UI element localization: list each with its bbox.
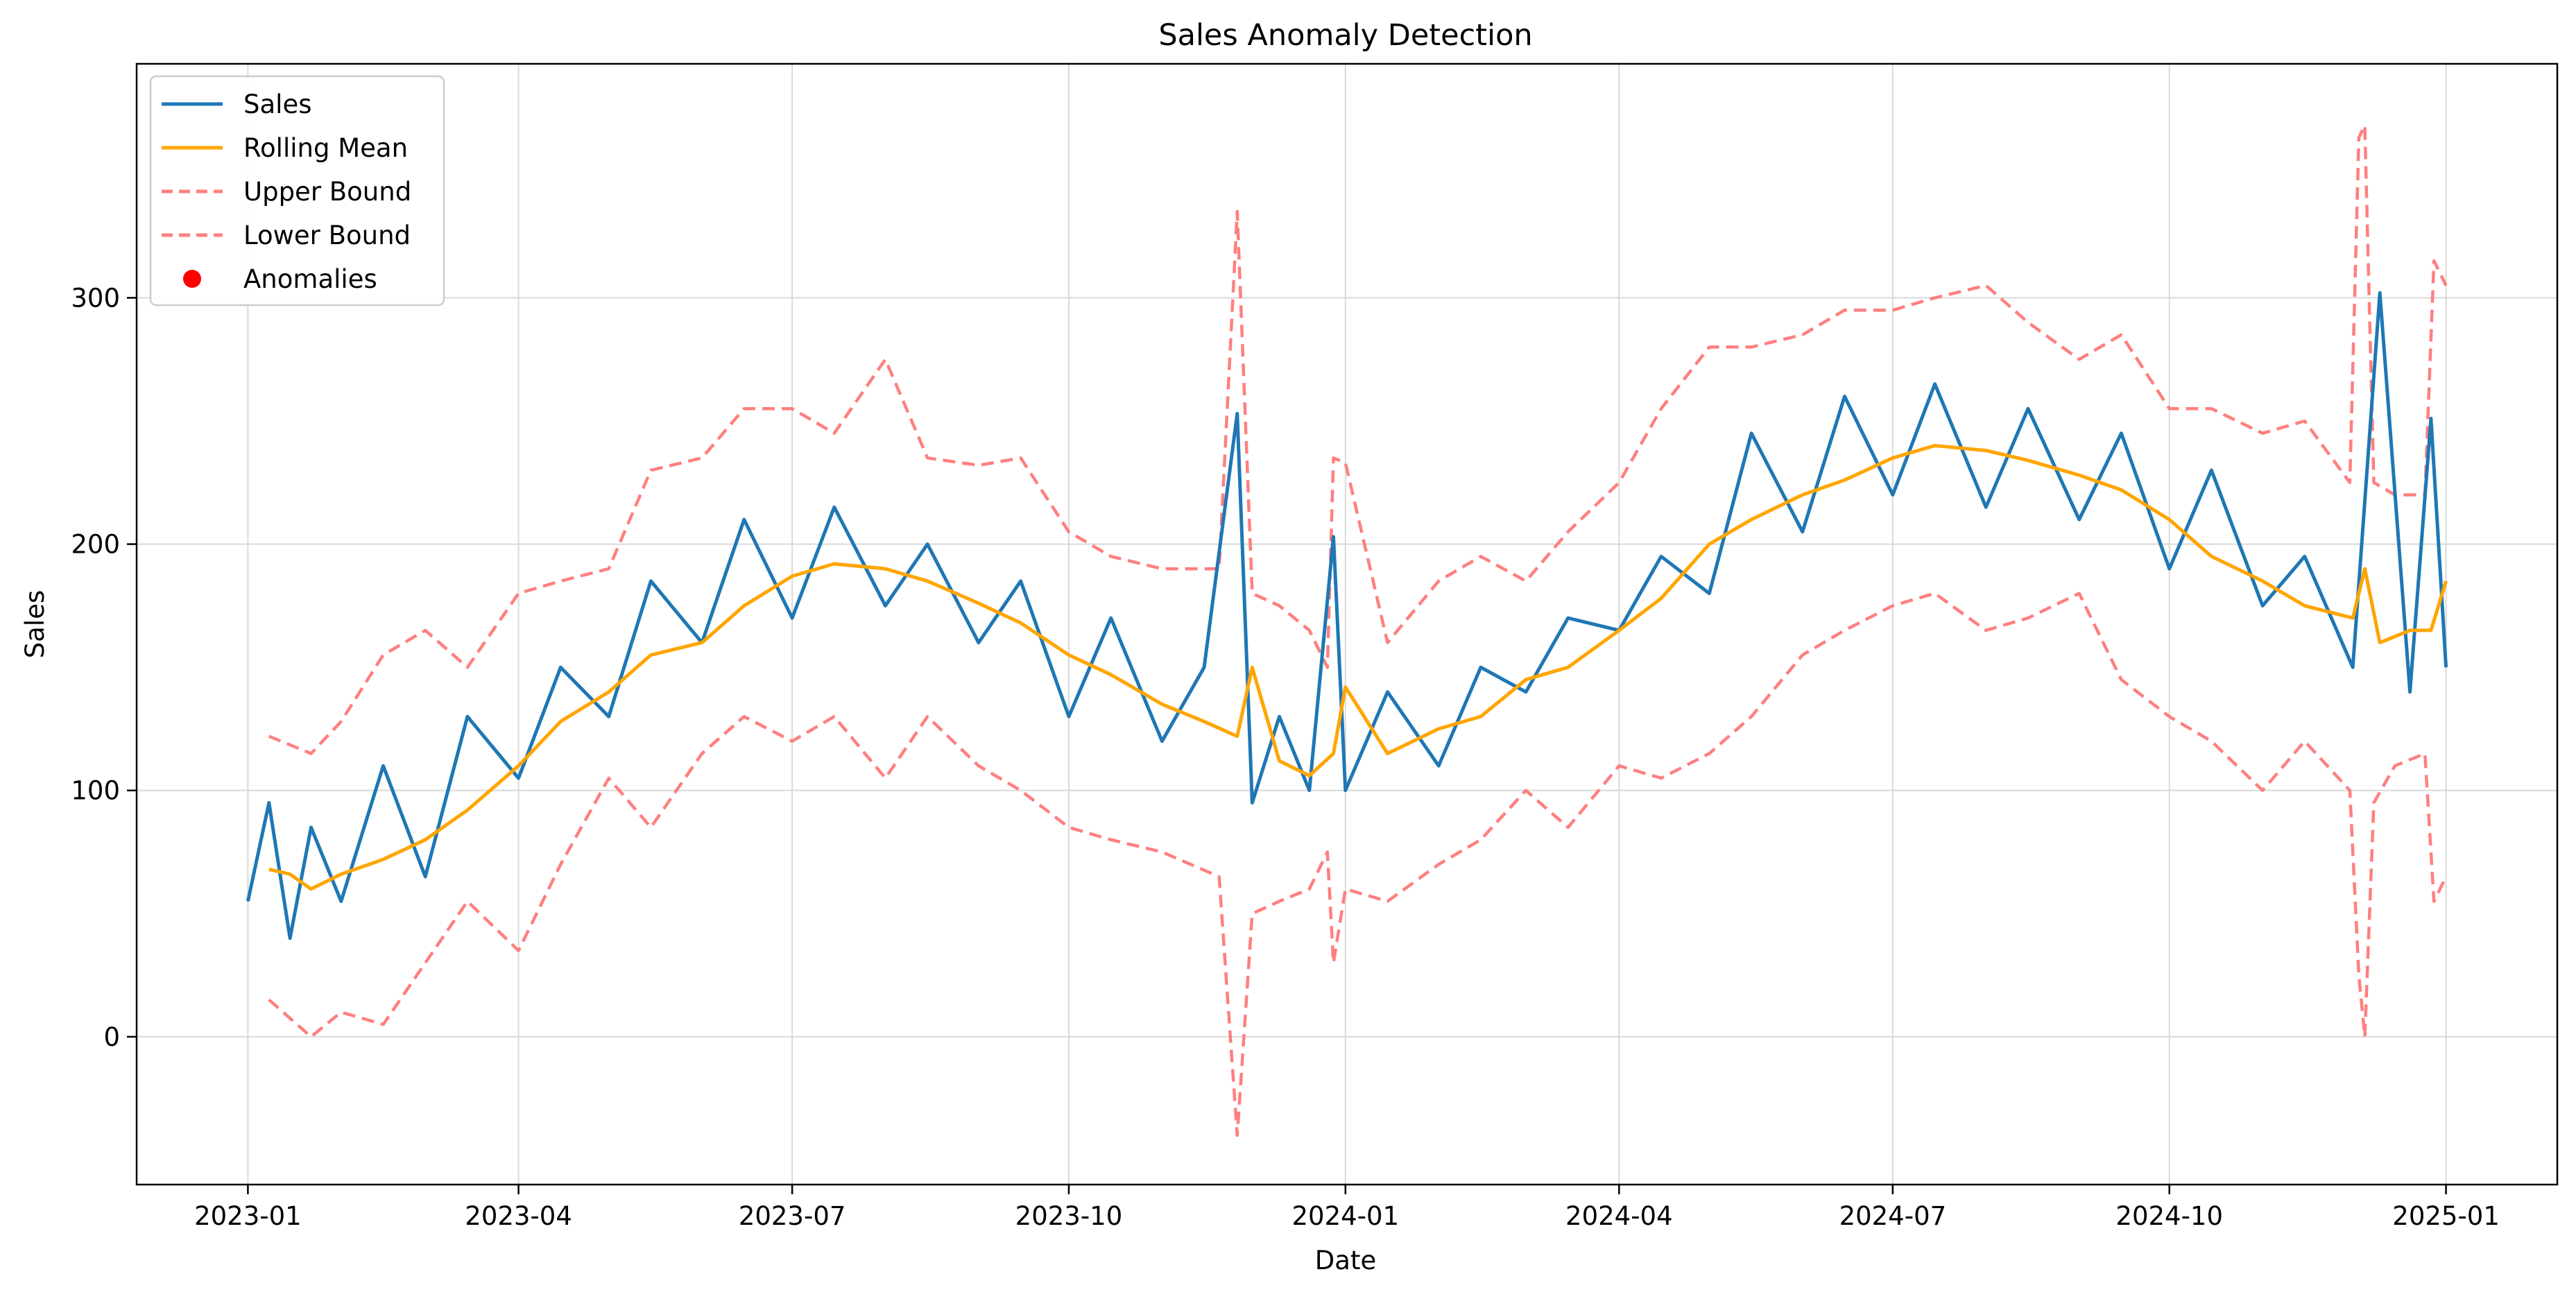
y-tick-label: 200 <box>71 530 120 560</box>
series-line-sales <box>246 291 2448 940</box>
legend-label: Upper Bound <box>243 177 411 207</box>
x-tick-label: 2023-04 <box>465 1201 572 1231</box>
legend-item-lower-bound: Lower Bound <box>162 221 411 250</box>
legend-item-anomalies: Anomalies <box>183 264 377 294</box>
y-tick-label: 0 <box>103 1022 120 1052</box>
x-tick-label: 2024-01 <box>1292 1201 1400 1231</box>
x-axis-label: Date <box>1315 1246 1376 1275</box>
series-line-upper-bound <box>268 123 2448 755</box>
chart-title: Sales Anomaly Detection <box>1158 18 1532 53</box>
axis-ticks: 2023-01 2023-04 2023-07 2023-10 2024-01 2024-… <box>71 283 2500 1231</box>
y-tick-label: 100 <box>71 776 120 806</box>
legend-item-upper-bound: Upper Bound <box>162 177 411 207</box>
x-tick-label: 2025-01 <box>2392 1201 2500 1231</box>
y-axis-label: Sales <box>20 590 50 658</box>
x-tick-label: 2023-10 <box>1015 1201 1123 1231</box>
legend-box <box>149 75 445 307</box>
legend-item-sales: Sales <box>162 89 311 119</box>
legend-label: Anomalies <box>243 264 377 294</box>
series-line-lower-bound <box>268 592 2448 1137</box>
data-series <box>246 123 2448 1137</box>
x-tick-label: 2024-10 <box>2115 1201 2223 1231</box>
legend-label: Lower Bound <box>243 221 411 250</box>
x-tick-label: 2023-01 <box>194 1201 302 1231</box>
series-line-rolling-mean <box>268 444 2448 891</box>
legend-item-rolling-mean: Rolling Mean <box>162 133 408 163</box>
legend-swatch <box>183 270 201 288</box>
x-tick-label: 2023-07 <box>739 1201 846 1231</box>
x-tick-label: 2024-07 <box>1839 1201 1947 1231</box>
legend-label: Sales <box>243 89 311 119</box>
plot-frame <box>135 62 2559 1186</box>
legend: Sales Rolling Mean Upper Bound Lower Bound A… <box>149 75 445 307</box>
legend-label: Rolling Mean <box>243 133 408 163</box>
y-tick-label: 300 <box>71 283 120 313</box>
x-tick-label: 2024-04 <box>1565 1201 1673 1231</box>
